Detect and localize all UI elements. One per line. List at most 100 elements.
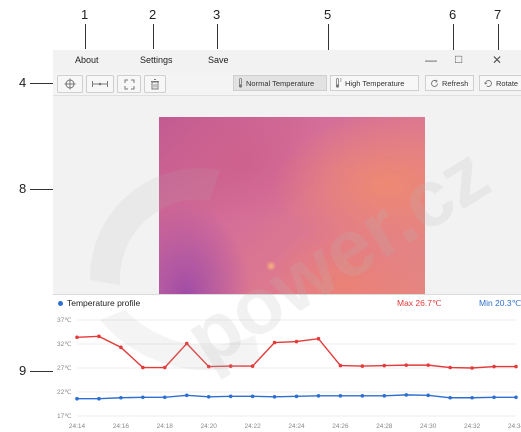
temperature-chart-svg: 17℃ 22℃ 27℃ 32℃ 37℃ 24:14 24:16 24:18 24:20 24:22… (57, 317, 521, 430)
callout-3: 3 (213, 7, 221, 22)
y-tick-label: 22℃ (57, 389, 72, 396)
crosshair-button[interactable] (57, 75, 83, 93)
min-series-point (492, 395, 496, 400)
leader-line-9 (30, 371, 54, 372)
hot-spot (266, 261, 276, 271)
max-series-point (426, 363, 431, 367)
leader-line-3 (217, 24, 218, 49)
max-temperature-label: Max 26.7℃ (397, 298, 442, 308)
temperature-profile-header: Temperature profile Max 26.7℃ Min 20.3℃ (53, 294, 521, 313)
refresh-button[interactable]: Refresh (425, 75, 474, 91)
min-series-point (448, 395, 452, 400)
max-series-point (404, 363, 409, 367)
toolbar: Normal Temperature High Temperature Refr… (53, 73, 521, 96)
callout-6: 6 (449, 7, 457, 22)
max-series-point (250, 364, 255, 368)
line-measure-button[interactable] (86, 75, 114, 93)
min-series-point (470, 395, 474, 400)
temperature-chart: 17℃ 22℃ 27℃ 32℃ 37℃ 24:14 24:16 24:18 24:20 24:22… (53, 312, 521, 432)
callout-8: 8 (19, 181, 27, 196)
max-series-point (382, 363, 387, 368)
max-series-point (492, 364, 496, 369)
x-tick-label: 24:28 (376, 423, 393, 430)
max-series-point (338, 363, 343, 368)
delete-button[interactable] (144, 75, 166, 93)
min-series-point (250, 394, 255, 399)
max-series-point (272, 340, 277, 345)
leader-line-2 (153, 24, 154, 49)
leader-line-7 (498, 24, 499, 75)
refresh-icon (431, 79, 438, 87)
x-tick-label: 24:24 (288, 423, 305, 430)
max-series-point (119, 345, 123, 350)
maximize-icon[interactable]: □ (455, 52, 463, 66)
min-series-point (75, 396, 79, 401)
area-select-icon (124, 79, 134, 89)
min-series-point (360, 394, 365, 398)
min-series-point (184, 393, 189, 398)
max-series-point (184, 341, 189, 346)
x-tick-label: 24:34 (508, 423, 521, 430)
close-icon[interactable]: ✕ (492, 53, 503, 67)
min-temperature-label: Min 20.3℃ (479, 298, 521, 308)
menu-settings[interactable]: Settings (140, 55, 173, 65)
callout-7: 7 (494, 7, 502, 22)
callout-4: 4 (19, 75, 27, 90)
max-series-point (360, 364, 365, 368)
x-tick-label: 24:30 (420, 423, 437, 430)
x-tick-label: 24:20 (201, 423, 218, 430)
min-series-point (206, 395, 211, 399)
area-select-button[interactable] (117, 75, 141, 93)
min-series-point (338, 394, 343, 398)
max-series-point (294, 339, 299, 344)
crosshair-icon (64, 78, 76, 90)
x-tick-label: 24:14 (69, 423, 86, 430)
trash-icon (151, 78, 159, 89)
app-window: About Settings Save — □ ✕ (53, 50, 521, 432)
rotate-button[interactable]: Rotate (479, 75, 521, 91)
y-tick-label: 27℃ (57, 365, 72, 372)
leader-line-6 (453, 24, 454, 75)
min-series-point (514, 395, 518, 400)
min-series-point (97, 396, 101, 401)
menu-bar: About Settings Save — □ ✕ (53, 50, 521, 74)
min-series-point (316, 394, 321, 398)
profile-bullet-icon (58, 301, 63, 306)
menu-about[interactable]: About (75, 55, 99, 65)
callout-2: 2 (149, 7, 157, 22)
high-temperature-button[interactable]: High Temperature (330, 75, 419, 91)
normal-temperature-button[interactable]: Normal Temperature (233, 75, 327, 91)
leader-line-1 (85, 24, 86, 49)
max-series-point (514, 364, 518, 369)
rotate-label: Rotate (496, 78, 519, 88)
y-tick-label: 37℃ (57, 317, 72, 324)
refresh-label: Refresh (442, 78, 469, 88)
min-series-point (294, 394, 299, 399)
x-tick-label: 24:22 (244, 423, 261, 430)
leader-line-4 (30, 83, 54, 84)
max-series-point (448, 365, 452, 370)
callout-1: 1 (81, 7, 89, 22)
profile-title: Temperature profile (67, 298, 141, 308)
min-series-point (404, 393, 409, 397)
min-series-point (119, 395, 123, 400)
y-tick-label: 17℃ (57, 413, 72, 420)
menu-save[interactable]: Save (208, 55, 229, 65)
max-series-point (97, 334, 101, 339)
thermometer-icon (238, 78, 243, 88)
max-series-point (470, 366, 474, 370)
min-series-point (382, 394, 387, 398)
callout-9: 9 (19, 363, 27, 378)
x-tick-label: 24:16 (113, 423, 130, 430)
line-measure-icon (92, 81, 108, 87)
rotate-icon (484, 79, 492, 87)
min-series-point (426, 393, 431, 398)
min-series-point (272, 395, 277, 399)
max-series-point (316, 336, 321, 341)
x-tick-label: 24:26 (332, 423, 349, 430)
max-series-point (141, 365, 145, 370)
min-series-point (228, 394, 233, 399)
minimize-icon[interactable]: — (425, 53, 437, 67)
max-series-point (228, 364, 233, 368)
min-series-point (163, 395, 167, 400)
